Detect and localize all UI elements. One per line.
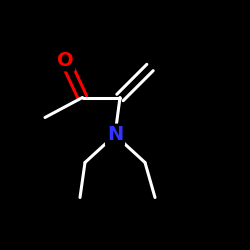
Text: O: O (57, 50, 73, 70)
Text: N: N (107, 126, 123, 144)
